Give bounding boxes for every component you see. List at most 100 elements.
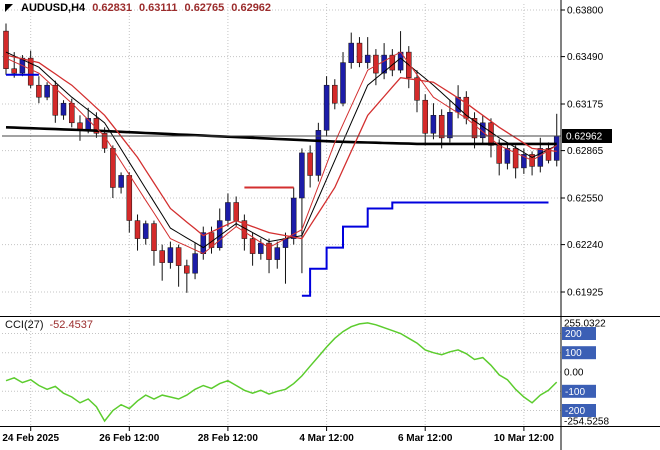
candle-body <box>553 135 560 161</box>
candle-body <box>36 84 42 98</box>
current-price-badge-label: 0.62962 <box>566 132 603 143</box>
cci-name: CCI(27) <box>5 319 44 331</box>
candle-body <box>447 112 453 139</box>
candle-body <box>488 122 494 146</box>
candle-body <box>11 68 17 74</box>
cci-axis-label: -254.5258 <box>564 417 609 428</box>
cci-axis-label: 0.00 <box>564 368 584 379</box>
cci-level-badge <box>562 384 596 398</box>
x-axis-label: 10 Mar 12:00 <box>494 433 554 444</box>
candle-body <box>496 145 502 164</box>
open-value: 0.62831 <box>92 2 132 14</box>
candle-body <box>258 242 264 254</box>
cci-level-badge-label: 100 <box>565 348 582 359</box>
price-tick-label: 0.62240 <box>567 240 604 251</box>
symbol-period-label: AUDUSD,H4 <box>21 2 86 14</box>
cci-level-badge-label: -200 <box>565 406 585 417</box>
x-axis-label: 24 Feb 2025 <box>2 433 59 444</box>
candle-body <box>323 84 330 131</box>
candlestick-series[interactable] <box>3 23 560 293</box>
candle-body <box>118 175 124 188</box>
candle-body <box>175 247 182 266</box>
candle-body <box>545 148 552 161</box>
candle-body <box>192 253 198 274</box>
candle-body <box>356 42 363 63</box>
candle-body <box>504 148 511 164</box>
candle-body <box>142 223 149 239</box>
cci-indicator-label: CCI(27) -52.4537 <box>5 319 93 331</box>
candle-body <box>167 247 174 263</box>
x-axis-label: 26 Feb 12:00 <box>99 433 159 444</box>
candle-body <box>364 54 371 63</box>
candle-body <box>455 96 461 113</box>
candle-body <box>512 148 519 169</box>
close-value: 0.62962 <box>231 2 272 14</box>
current-price-badge <box>562 129 612 143</box>
price-tick-label: 0.63800 <box>567 6 604 17</box>
candle-body <box>184 265 190 274</box>
price-tick-label: 0.63175 <box>567 100 604 111</box>
candle-body <box>134 220 141 239</box>
candle-body <box>60 102 67 116</box>
candle-body <box>27 57 34 86</box>
candle-body <box>126 175 133 221</box>
candle-body <box>225 202 231 221</box>
cci-series[interactable] <box>5 322 558 423</box>
cci-line <box>5 322 558 423</box>
candle-body <box>307 152 313 176</box>
panel-splitter[interactable] <box>0 316 660 427</box>
candle-body <box>471 118 478 139</box>
overlay-ma-red <box>5 54 557 240</box>
candle-body <box>537 148 544 167</box>
candle-body <box>44 84 50 98</box>
x-axis-label: 28 Feb 12:00 <box>198 433 258 444</box>
price-tick-label: 0.62550 <box>567 194 604 205</box>
candle-body <box>274 247 281 260</box>
candle-body <box>110 148 116 188</box>
cci-level-badge <box>562 346 596 360</box>
candle-body <box>438 115 445 139</box>
overlay-ma-red-fast <box>5 51 557 255</box>
candle-body <box>159 250 165 263</box>
cci-level-badge <box>562 327 596 340</box>
price-tick-label: 0.62865 <box>567 146 604 157</box>
gridlines <box>2 4 561 426</box>
price-axis[interactable]: 0.63800 0.63490 0.63175 0.62865 0.62550 0.622… <box>560 0 612 450</box>
candle-body <box>422 99 428 134</box>
candle-body <box>52 84 59 116</box>
high-value: 0.63111 <box>138 2 178 14</box>
cci-level-badge-label: 200 <box>565 329 582 340</box>
candle-body <box>233 202 239 221</box>
candle-body <box>249 238 256 254</box>
candle-body <box>266 242 272 260</box>
candle-body <box>290 197 297 239</box>
low-value: 0.62765 <box>184 2 225 14</box>
x-axis[interactable]: 24 Feb 2025 26 Feb 12:00 28 Feb 12:00 4 Mar… <box>2 426 554 444</box>
candle-body <box>521 154 527 169</box>
price-tick-label: 0.63490 <box>567 52 604 63</box>
x-axis-label: 4 Mar 12:00 <box>299 433 354 444</box>
ohlc-header: AUDUSD,H4 0.62831 0.63111 0.62765 0.6296… <box>5 2 271 14</box>
candle-body <box>381 54 387 74</box>
cci-axis-label: 255.0322 <box>564 318 606 329</box>
candle-body <box>430 115 437 134</box>
candle-body <box>348 42 354 63</box>
chart-marker-icon <box>5 4 13 12</box>
candle-body <box>151 223 157 251</box>
cci-level-badge-label: -100 <box>565 387 585 398</box>
cci-level-badge <box>562 404 596 417</box>
candle-body <box>69 102 75 124</box>
overlay-ma-fast-black <box>5 51 557 249</box>
candle-body <box>414 77 420 101</box>
x-axis-label: 6 Mar 12:00 <box>398 433 453 444</box>
candle-body <box>315 130 322 176</box>
candle-body <box>340 62 346 104</box>
overlay-sma-slow-black <box>5 126 557 146</box>
candle-body <box>332 84 338 104</box>
overlay-blue-support-step <box>301 201 549 297</box>
cci-current-value: -52.4537 <box>49 319 93 331</box>
candle-body <box>299 152 305 199</box>
